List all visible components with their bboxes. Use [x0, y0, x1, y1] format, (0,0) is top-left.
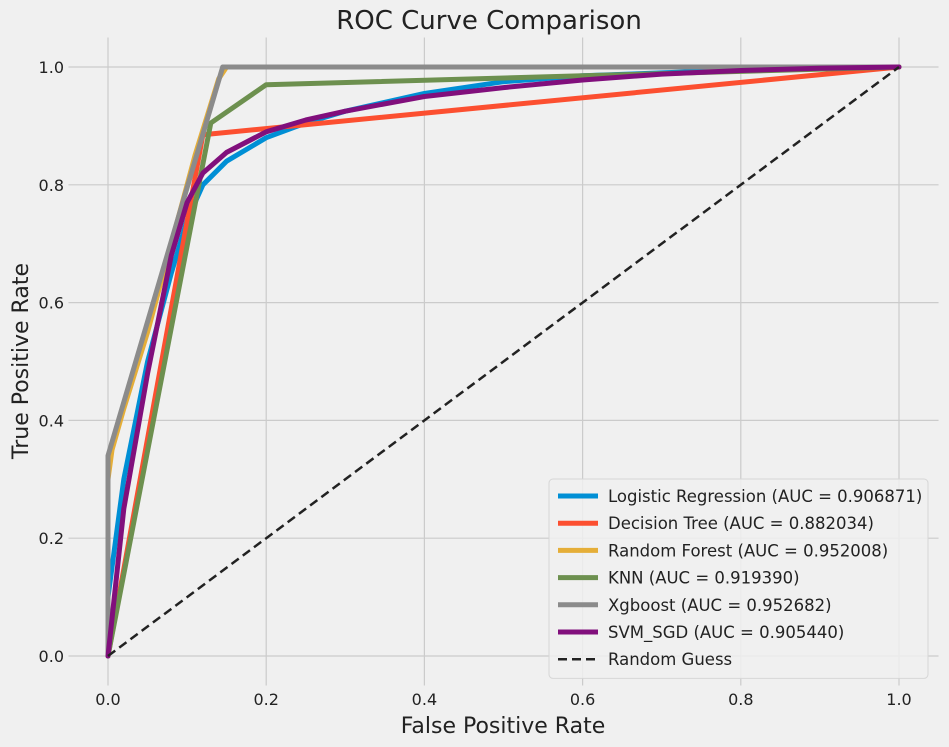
x-tick-label: 0.6 — [570, 690, 595, 709]
x-axis-label: False Positive Rate — [401, 714, 605, 739]
chart-title: ROC Curve Comparison — [336, 6, 642, 36]
y-tick-label: 0.8 — [39, 176, 64, 195]
y-tick-label: 0.4 — [39, 411, 64, 430]
series-line-xgboost — [105, 64, 902, 659]
y-tick-label: 0.2 — [39, 529, 64, 548]
y-tick-label: 0.6 — [39, 294, 64, 313]
x-tick-label: 0.2 — [253, 690, 278, 709]
legend-label-random-guess: Random Guess — [608, 650, 732, 669]
legend-label-knn: KNN (AUC = 0.919390) — [608, 569, 800, 588]
x-tick-label: 0.0 — [95, 690, 120, 709]
legend-label-random-forest: Random Forest (AUC = 0.952008) — [608, 541, 888, 560]
tick-labels: 0.0 0.2 0.4 0.6 0.8 1.0 0.0 0.2 0.4 0.6 0.8 1.0 — [39, 58, 912, 709]
y-tick-label: 0.0 — [39, 647, 64, 666]
series-line-random-guess — [107, 65, 900, 658]
legend-label-decision-tree: Decision Tree (AUC = 0.882034) — [608, 514, 874, 533]
y-axis-label: True Positive Rate — [9, 263, 34, 460]
x-tick-label: 1.0 — [886, 690, 911, 709]
legend-label-svm-sgd: SVM_SGD (AUC = 0.905440) — [608, 623, 844, 643]
series-lines — [105, 64, 902, 659]
series-line-svm-sgd — [105, 64, 902, 659]
grid — [68, 37, 939, 686]
legend-label-logistic-regression: Logistic Regression (AUC = 0.906871) — [608, 487, 922, 506]
legend-frame — [548, 478, 929, 679]
legend: Logistic Regression (AUC = 0.906871) Deci… — [548, 478, 929, 679]
x-tick-label: 0.8 — [728, 690, 753, 709]
legend-label-xgboost: Xgboost (AUC = 0.952682) — [608, 596, 832, 615]
x-tick-label: 0.4 — [412, 690, 437, 709]
y-tick-label: 1.0 — [39, 58, 64, 77]
